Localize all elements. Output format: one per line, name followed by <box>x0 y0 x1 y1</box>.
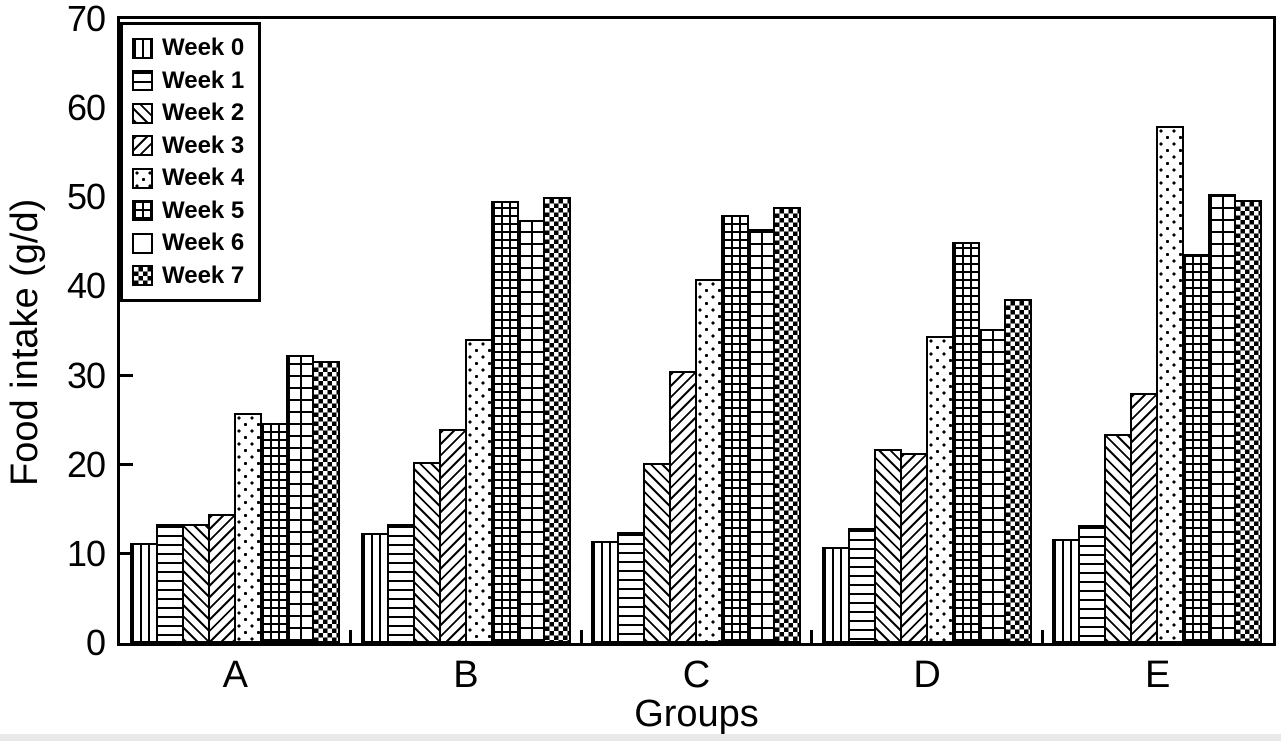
legend-label: Week 7 <box>162 261 245 289</box>
bar-B-week0 <box>360 533 389 643</box>
bar-B-week7 <box>542 197 571 643</box>
legend-label: Week 2 <box>162 99 245 127</box>
y-tick-label-10: 10 <box>66 532 106 574</box>
legend-label: Week 3 <box>162 131 245 159</box>
y-tick-label-70: 70 <box>66 0 106 39</box>
bar-B-week6 <box>516 220 545 643</box>
bar-B-week1 <box>386 523 415 643</box>
bar-E-week4 <box>1156 125 1185 643</box>
x-category-label-D: D <box>913 654 941 696</box>
bar-group-A <box>130 19 341 643</box>
legend-label: Week 4 <box>162 164 245 192</box>
small-grid-swatch-icon <box>132 200 153 222</box>
bar-A-week1 <box>156 523 184 643</box>
bar-E-week6 <box>1208 193 1237 643</box>
diagonal-slash-swatch-icon <box>132 135 153 157</box>
bar-D-week4 <box>925 336 954 643</box>
bar-group-E <box>1052 19 1263 643</box>
bar-E-week1 <box>1078 525 1107 643</box>
bar-group-D <box>821 19 1033 643</box>
bar-E-week7 <box>1234 199 1263 643</box>
bar-C-week1 <box>617 532 646 643</box>
x-axis-title: Groups <box>634 693 759 735</box>
x-category-label-A: A <box>222 654 248 696</box>
y-tick-30 <box>120 374 133 378</box>
bar-C-week5 <box>721 215 750 643</box>
legend-item-week2: Week 2 <box>132 97 244 130</box>
bar-D-week1 <box>847 528 876 643</box>
bar-D-week5 <box>951 241 980 643</box>
bar-A-week2 <box>182 524 210 643</box>
vertical-lines-swatch-icon <box>132 37 153 59</box>
bar-A-week3 <box>208 513 236 643</box>
bar-E-week2 <box>1104 434 1133 643</box>
legend-box: Week 0 Week 1 Week 2 Week 3 Week 4 Week 5 Week… <box>120 22 262 302</box>
x-category-label-E: E <box>1145 654 1171 696</box>
bar-group-C <box>591 19 802 643</box>
legend-label: Week 6 <box>162 229 245 257</box>
x-tick-3 <box>810 630 814 643</box>
bar-D-week7 <box>1003 298 1032 643</box>
bar-D-week3 <box>899 453 928 643</box>
diagonal-backslash-swatch-icon <box>132 102 153 124</box>
legend-item-week4: Week 4 <box>132 162 244 195</box>
bar-group-B <box>360 19 572 643</box>
bar-A-week4 <box>234 413 262 643</box>
legend-item-week5: Week 5 <box>132 195 244 228</box>
bar-E-week0 <box>1052 538 1081 643</box>
bar-C-week7 <box>773 207 802 643</box>
bar-C-week2 <box>643 462 672 643</box>
bar-B-week4 <box>464 339 493 643</box>
bar-C-week6 <box>747 228 776 643</box>
bar-D-week6 <box>977 329 1006 643</box>
y-tick-label-20: 20 <box>66 443 106 485</box>
checkerboard-swatch-icon <box>132 265 153 287</box>
legend-item-week6: Week 6 <box>132 227 244 260</box>
x-category-label-B: B <box>453 654 479 696</box>
dots-swatch-icon <box>132 167 153 189</box>
y-tick-20 <box>120 463 133 467</box>
bar-A-week6 <box>286 355 314 643</box>
plain-swatch-icon <box>132 232 153 254</box>
bar-E-week3 <box>1130 393 1159 643</box>
legend-label: Week 1 <box>162 66 245 94</box>
legend-item-week7: Week 7 <box>132 260 244 293</box>
plot-area <box>117 16 1276 646</box>
bar-D-week0 <box>821 546 850 643</box>
bar-A-week7 <box>312 361 340 643</box>
y-tick-label-0: 0 <box>85 622 106 663</box>
legend-item-week3: Week 3 <box>132 130 244 163</box>
y-tick-label-60: 60 <box>66 87 106 129</box>
x-tick-2 <box>579 630 583 643</box>
x-category-label-C: C <box>682 654 711 696</box>
x-tick-1 <box>349 630 353 643</box>
y-tick-label-40: 40 <box>66 265 106 307</box>
bar-A-week5 <box>260 422 288 643</box>
bar-B-week5 <box>490 200 519 643</box>
bar-D-week2 <box>873 448 902 643</box>
bar-E-week5 <box>1182 254 1211 643</box>
bar-A-week0 <box>130 543 158 643</box>
y-tick-label-30: 30 <box>66 354 106 396</box>
bar-B-week2 <box>412 462 441 643</box>
horizontal-lines-swatch-icon <box>132 70 153 92</box>
x-tick-4 <box>1040 630 1044 643</box>
y-tick-10 <box>120 552 133 556</box>
legend-item-week1: Week 1 <box>132 65 244 98</box>
y-tick-label-50: 50 <box>66 176 106 218</box>
legend-item-week0: Week 0 <box>132 32 244 65</box>
legend-label: Week 5 <box>162 196 245 224</box>
bar-B-week3 <box>438 429 467 643</box>
bottom-edge-strip <box>0 734 1281 741</box>
bar-C-week4 <box>695 279 724 643</box>
bar-C-week3 <box>669 371 698 643</box>
legend-label: Week 0 <box>162 34 245 62</box>
bar-C-week0 <box>591 541 620 643</box>
